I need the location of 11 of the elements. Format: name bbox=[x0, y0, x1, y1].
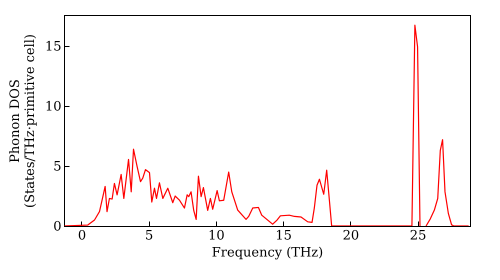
y-tick-label: 10 bbox=[44, 100, 62, 115]
y-tick-label: 15 bbox=[44, 40, 62, 55]
x-tick-label: 20 bbox=[342, 228, 360, 244]
x-tick-label: 0 bbox=[78, 228, 86, 244]
x-axis-title: Frequency (THz) bbox=[212, 246, 324, 260]
y-axis-title: Phonon DOS (States/THz·primitive cell) bbox=[8, 34, 38, 208]
y-tick-label: 5 bbox=[53, 160, 62, 175]
x-tick-label: 5 bbox=[145, 228, 154, 244]
x-tick-label: 15 bbox=[275, 228, 292, 244]
x-tick-label: 10 bbox=[208, 228, 225, 244]
x-tick-label: 25 bbox=[410, 228, 426, 244]
